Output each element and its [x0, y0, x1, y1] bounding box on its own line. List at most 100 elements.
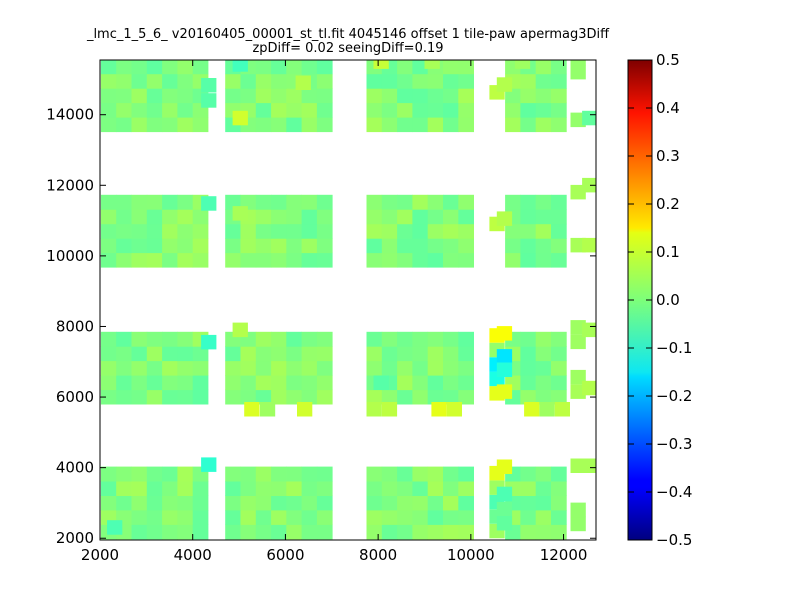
heatmap-cell [520, 331, 537, 347]
heatmap-cell [316, 466, 333, 482]
heatmap-cell [412, 60, 429, 75]
heatmap-cell [162, 510, 178, 525]
heatmap-cell [116, 466, 132, 482]
heatmap-cell [458, 238, 474, 254]
heatmap-cell [116, 238, 132, 254]
heatmap-cell [131, 360, 148, 376]
heatmap-cell [116, 495, 132, 511]
heatmap-cell [255, 510, 272, 525]
heatmap-cell [177, 375, 194, 391]
x-axis-ticks: 2000 4000 6000 8000 10000 12000 [81, 60, 588, 564]
heatmap-cell [100, 375, 117, 391]
heatmap-cell [570, 334, 586, 350]
heatmap-cell [316, 389, 333, 405]
heatmap-cell [366, 402, 382, 417]
chart-title-line2: zpDiff= 0.02 seeingDiff=0.19 [252, 41, 443, 56]
heatmap-cell [381, 331, 398, 347]
heatmap-cell [535, 481, 552, 496]
heatmap-cell [301, 389, 318, 405]
heatmap-cell [570, 384, 586, 399]
heatmap-cell [443, 60, 459, 75]
heatmap-cell [225, 466, 241, 482]
heatmap-cell [570, 60, 586, 66]
heatmap-cell [412, 375, 429, 391]
heatmap-cell [301, 252, 318, 268]
x-tick-label: 12000 [540, 546, 588, 564]
heatmap-cell [397, 60, 413, 75]
heatmap-cell [412, 238, 429, 254]
heatmap-cell [397, 238, 413, 254]
heatmap-cell [286, 389, 302, 405]
heatmap-cell [225, 375, 241, 391]
heatmap-cell [458, 331, 474, 347]
heatmap-cell [131, 252, 148, 268]
heatmap-cell [100, 102, 117, 118]
heatmap-cell [316, 209, 333, 225]
heatmap-cell [192, 375, 209, 391]
heatmap-cell [131, 73, 148, 89]
heatmap-cell [496, 362, 513, 377]
heatmap-cell [131, 117, 148, 133]
heatmap-cell [458, 60, 474, 75]
heatmap-cell [535, 60, 552, 75]
heatmap-cell [271, 209, 287, 225]
heatmap-cell [381, 102, 398, 118]
heatmap-cell [271, 331, 287, 347]
heatmap-cell [255, 389, 272, 405]
heatmap-cell [286, 223, 302, 239]
heatmap-cell [520, 346, 537, 362]
heatmap-cell [570, 112, 586, 128]
heatmap-cell [146, 495, 163, 511]
heatmap-cell [316, 194, 333, 210]
heatmap-cell [255, 375, 272, 391]
heatmap-cell [146, 360, 163, 376]
heatmap-cell [427, 102, 444, 118]
heatmap-cell [100, 73, 117, 89]
heatmap-cell [397, 252, 413, 268]
heatmap-cell [443, 209, 459, 225]
heatmap-cell [297, 402, 313, 417]
heatmap-cell [240, 510, 257, 525]
heatmap-cell [286, 252, 302, 268]
heatmap-cell [225, 360, 241, 376]
heatmap-cell [373, 60, 389, 69]
heatmap-cell [162, 117, 178, 133]
heatmap-cell [295, 75, 311, 90]
heatmap-cell [505, 88, 521, 104]
heatmap-cell [301, 481, 318, 496]
heatmap-cell [131, 495, 148, 511]
heatmap-cell [116, 73, 132, 89]
heatmap-cell [443, 331, 459, 347]
heatmap-cell [225, 524, 241, 540]
heatmap-cell [520, 495, 537, 511]
heatmap-cell [397, 524, 413, 540]
heatmap-cell [177, 209, 194, 225]
heatmap-cell [458, 360, 474, 376]
heatmap-cell [397, 194, 413, 210]
heatmap-cell [520, 117, 537, 133]
heatmap-cell [271, 524, 287, 540]
heatmap-cell [100, 495, 117, 511]
heatmap-cell [535, 510, 552, 525]
heatmap-cell [373, 375, 389, 390]
heatmap-cell [381, 402, 398, 417]
heatmap-cell [131, 88, 148, 104]
heatmap-cell [177, 117, 194, 133]
heatmap-cell [232, 322, 248, 338]
heatmap-cell [316, 524, 333, 540]
heatmap-cell [146, 389, 163, 405]
heatmap-cell [551, 223, 567, 239]
heatmap-cell [412, 360, 429, 376]
heatmap-cell [116, 331, 132, 347]
heatmap-cell [366, 194, 383, 210]
heatmap-cell [427, 88, 444, 104]
heatmap-cell [301, 88, 318, 104]
colorbar-tick-label: 0.4 [656, 99, 680, 117]
heatmap-cell [520, 466, 537, 482]
heatmap-cell [162, 238, 178, 254]
heatmap-cell [146, 88, 163, 104]
heatmap-cell [271, 375, 287, 391]
y-axis-ticks: 2000 4000 6000 8000 10000 12000 14000 [46, 106, 596, 547]
heatmap-cell [255, 60, 272, 75]
heatmap-cell [412, 466, 429, 482]
